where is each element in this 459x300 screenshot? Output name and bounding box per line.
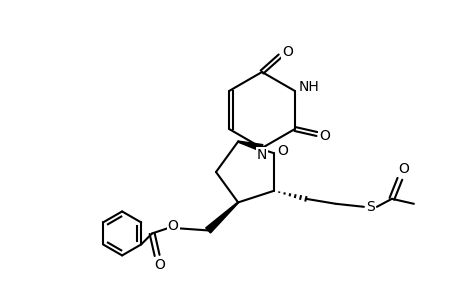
Text: O: O (168, 219, 178, 233)
Text: O: O (154, 258, 165, 272)
Text: N: N (256, 148, 267, 162)
Text: O: O (277, 144, 288, 158)
Text: NH: NH (298, 80, 319, 94)
Text: S: S (366, 200, 375, 214)
Text: O: O (397, 162, 409, 176)
Text: O: O (282, 45, 293, 59)
Text: O: O (319, 129, 330, 143)
Polygon shape (237, 141, 263, 152)
Polygon shape (205, 202, 238, 233)
